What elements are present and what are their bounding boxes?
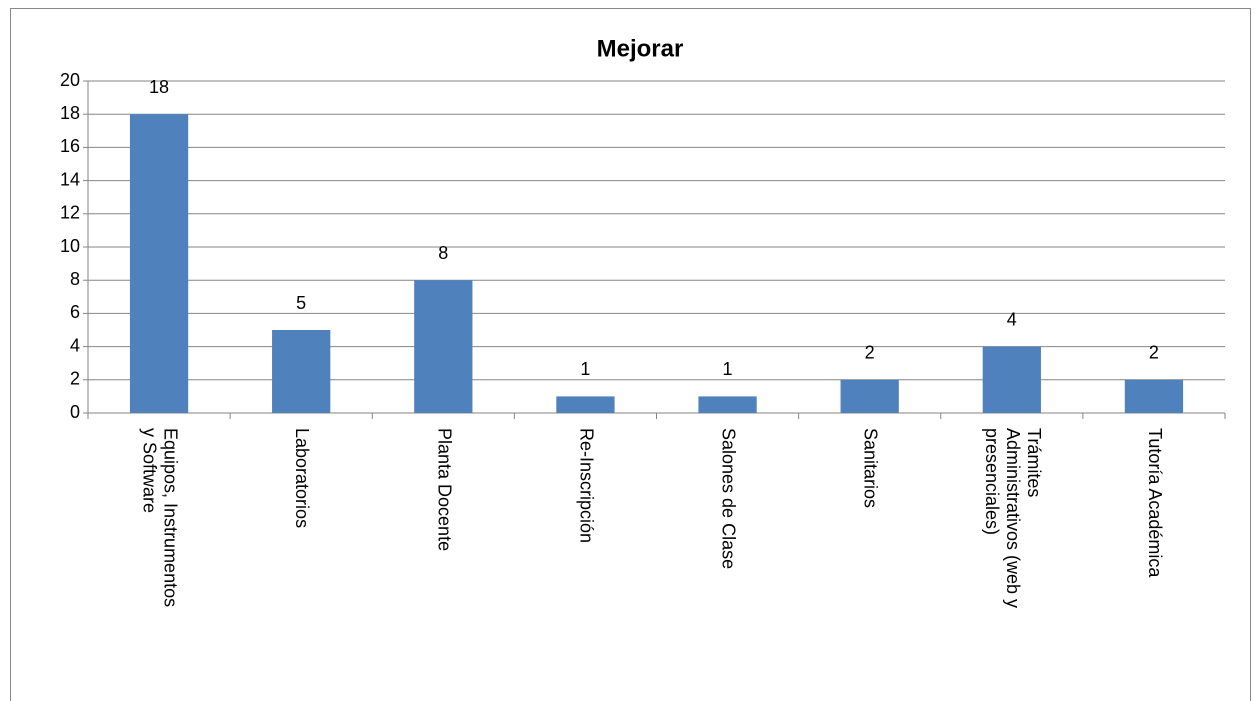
data-label: 1 xyxy=(580,359,590,379)
y-tick-label: 8 xyxy=(70,269,80,289)
bar xyxy=(129,114,189,413)
x-tick-label: Laboratorios xyxy=(292,428,312,528)
x-tick-label: Re-Inscripción xyxy=(577,428,597,543)
y-tick-label: 4 xyxy=(70,335,80,355)
bar xyxy=(556,396,615,413)
x-tick-label: Equipos, Instrumentos y Software xyxy=(140,428,181,612)
chart-title: Mejorar xyxy=(597,35,684,62)
y-tick-label: 18 xyxy=(60,103,80,123)
data-label: 8 xyxy=(438,243,448,263)
y-tick-label: 14 xyxy=(60,169,80,189)
data-label: 18 xyxy=(149,77,169,97)
y-tick-label: 16 xyxy=(60,136,80,156)
x-tick-label: Salones de Clase xyxy=(719,428,739,569)
data-label: 2 xyxy=(865,343,875,363)
y-tick-label: 6 xyxy=(70,302,80,322)
x-tick-label: Sanitarios xyxy=(861,428,881,508)
bar xyxy=(414,280,473,413)
bar xyxy=(840,379,899,413)
data-label: 5 xyxy=(296,293,306,313)
bar xyxy=(272,330,331,413)
y-tick-label: 10 xyxy=(60,236,80,256)
y-tick-label: 20 xyxy=(60,70,80,90)
data-label: 2 xyxy=(1149,343,1159,363)
bar xyxy=(698,396,757,413)
y-tick-label: 2 xyxy=(70,369,80,389)
x-tick-label: Tutoría Académica xyxy=(1145,428,1165,578)
x-tick-label: Planta Docente xyxy=(435,428,455,551)
bar xyxy=(982,346,1041,413)
bar xyxy=(1124,379,1184,413)
data-label: 4 xyxy=(1007,309,1017,329)
y-tick-label: 12 xyxy=(60,203,80,223)
y-tick-label: 0 xyxy=(70,402,80,422)
data-label: 1 xyxy=(723,359,733,379)
x-tick-label: Trámites Administrativos (web y presenci… xyxy=(982,428,1044,613)
chart-frame xyxy=(10,8,1251,701)
